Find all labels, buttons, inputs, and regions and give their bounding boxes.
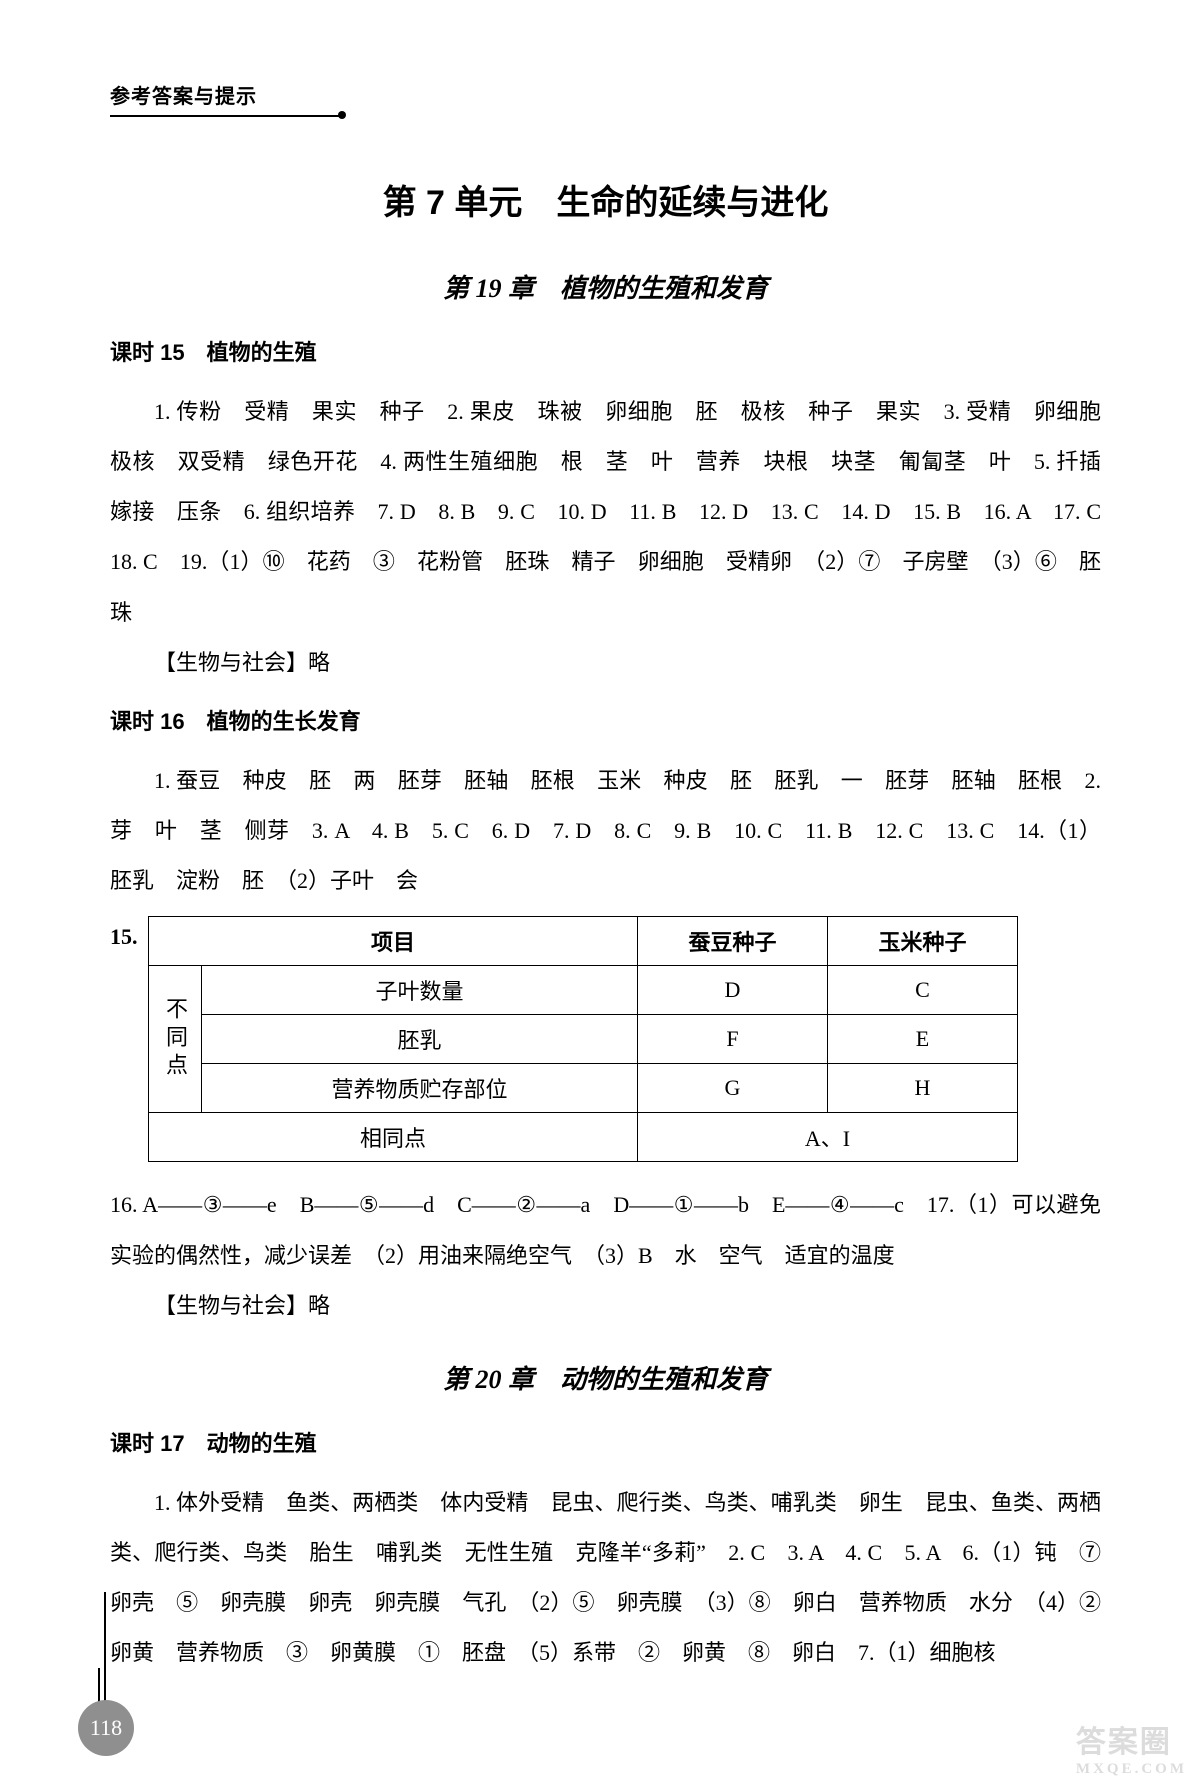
lesson17-answers: 1. 体外受精 鱼类、两栖类 体内受精 昆虫、爬行类、鸟类、哺乳类 卵生 昆虫、…	[110, 1478, 1101, 1679]
head-rule	[110, 115, 1101, 125]
th-project: 项目	[149, 917, 638, 966]
lesson17-title: 课时 17 动物的生殖	[110, 1426, 1101, 1458]
watermark-sub: MXQE.COM	[1076, 1761, 1187, 1778]
table-row: 相同点 A、I	[149, 1113, 1018, 1162]
cell: E	[828, 1015, 1018, 1064]
cell: D	[638, 966, 828, 1015]
table-q-number: 15.	[110, 916, 148, 950]
cell: F	[638, 1015, 828, 1064]
lesson16-title: 课时 16 植物的生长发育	[110, 704, 1101, 736]
cell: 子叶数量	[202, 966, 638, 1015]
lesson16-note: 【生物与社会】略	[110, 1281, 1101, 1331]
table-row: 营养物质贮存部位 G H	[149, 1064, 1018, 1113]
rowhead-diff: 不同点	[149, 966, 202, 1113]
lesson16-answers-1: 1. 蚕豆 种皮 胚 两 胚芽 胚轴 胚根 玉米 种皮 胚 胚乳 一 胚芽 胚轴…	[110, 756, 1101, 906]
lesson15-title: 课时 15 植物的生殖	[110, 335, 1101, 367]
cell-same-value: A、I	[638, 1113, 1018, 1162]
cell: H	[828, 1064, 1018, 1113]
cell: G	[638, 1064, 828, 1113]
th-corn: 玉米种子	[828, 917, 1018, 966]
page-number: 118	[78, 1700, 134, 1756]
page-number-ornament: 118	[78, 1700, 134, 1756]
running-head: 参考答案与提示	[110, 80, 1101, 109]
lesson15-answers: 1. 传粉 受精 果实 种子 2. 果皮 珠被 卵细胞 胚 极核 种子 果实 3…	[110, 387, 1101, 638]
watermark-main: 答案圈	[1076, 1726, 1172, 1759]
table-row: 项目 蚕豆种子 玉米种子	[149, 917, 1018, 966]
cell-same-label: 相同点	[149, 1113, 638, 1162]
cell: 胚乳	[202, 1015, 638, 1064]
lesson16-answers-2: 16. A——③——e B——⑤——d C——②——a D——①——b E——④…	[110, 1180, 1101, 1280]
watermark: 答案圈 MXQE.COM	[1076, 1717, 1187, 1778]
lesson15-note: 【生物与社会】略	[110, 638, 1101, 688]
unit-title: 第 7 单元 生命的延续与进化	[110, 175, 1101, 224]
cell: 营养物质贮存部位	[202, 1064, 638, 1113]
comparison-table: 项目 蚕豆种子 玉米种子 不同点 子叶数量 D C 胚乳 F E 营养物质贮存部…	[148, 916, 1018, 1162]
chapter19-title: 第 19 章 植物的生殖和发育	[110, 268, 1101, 305]
cell: C	[828, 966, 1018, 1015]
th-broadbean: 蚕豆种子	[638, 917, 828, 966]
chapter20-title: 第 20 章 动物的生殖和发育	[110, 1359, 1101, 1396]
table-row: 不同点 子叶数量 D C	[149, 966, 1018, 1015]
table-row: 胚乳 F E	[149, 1015, 1018, 1064]
